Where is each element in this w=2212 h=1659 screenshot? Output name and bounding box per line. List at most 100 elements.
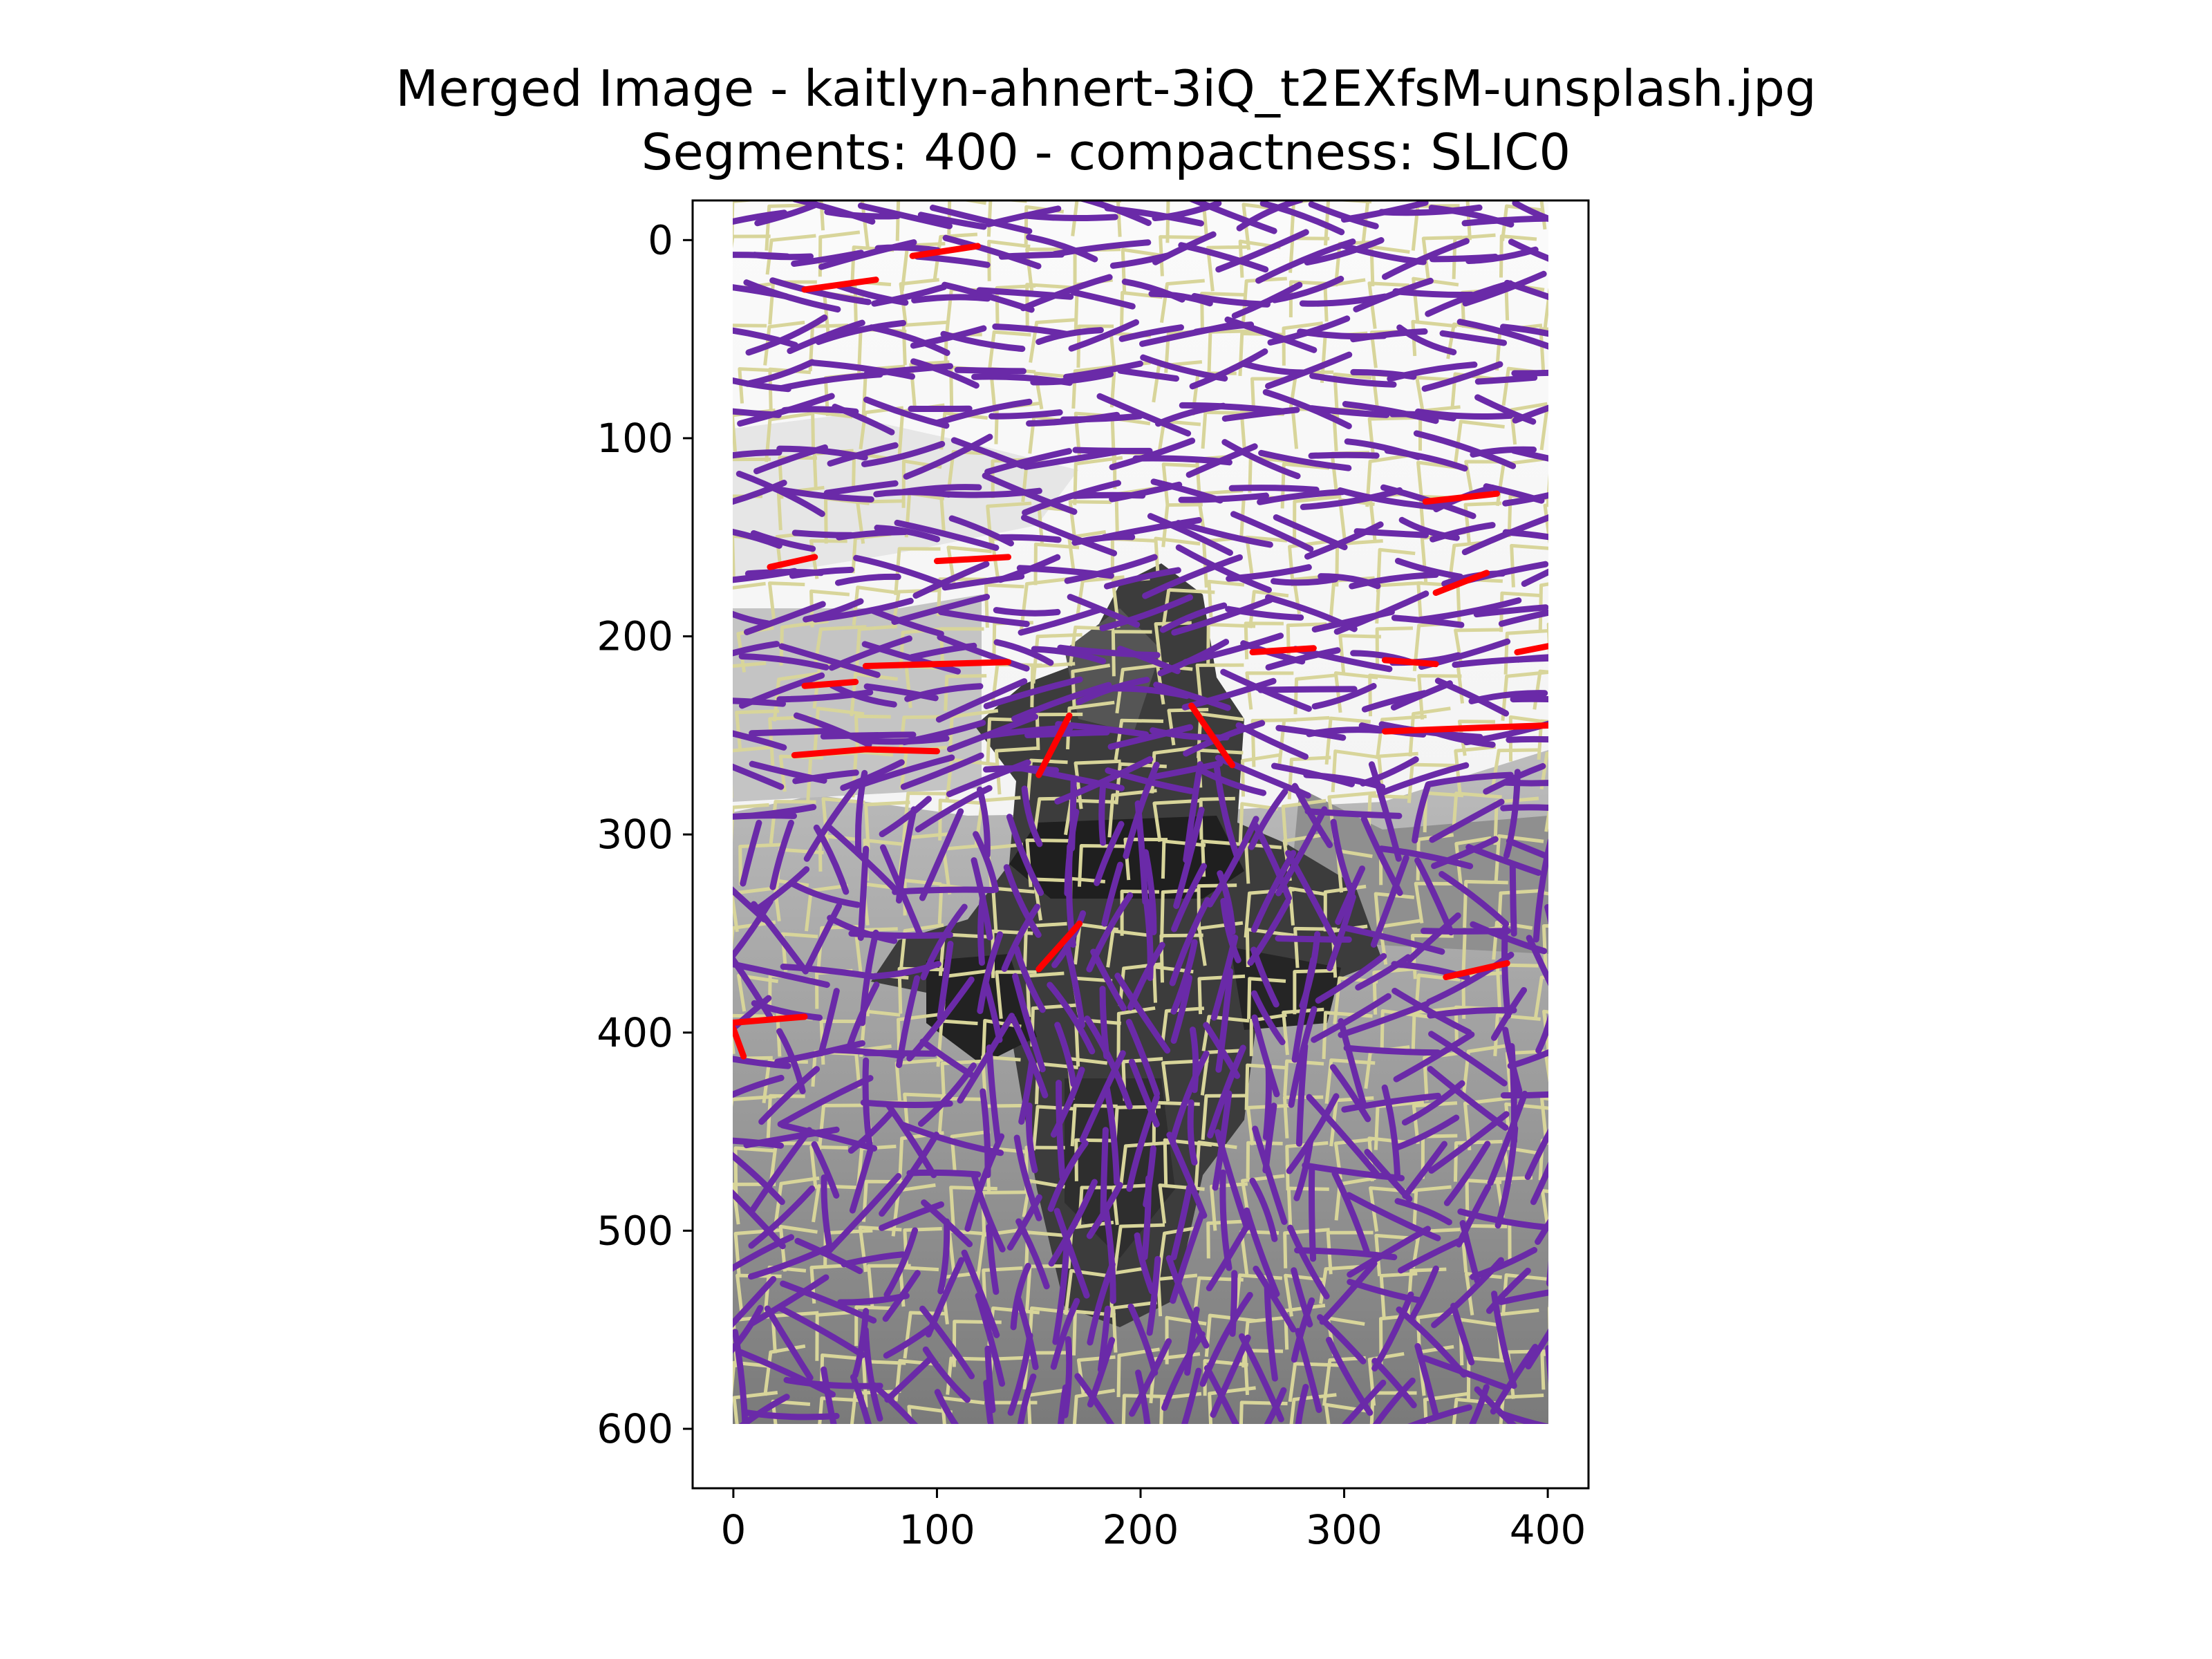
- graph-edge: [1103, 1206, 1116, 1304]
- graph-edge: [1487, 1090, 1528, 1186]
- graph-edge: [779, 1122, 878, 1152]
- graph-edge: [1141, 1174, 1152, 1261]
- graph-edge: [1103, 1084, 1121, 1186]
- graph-edge: [1187, 1099, 1198, 1166]
- graph-edge: [809, 359, 915, 380]
- segment-boundary: [766, 1094, 805, 1138]
- segment-boundary: [1201, 410, 1251, 449]
- graph-edge: [1175, 544, 1272, 593]
- segment-boundary: [1149, 1352, 1201, 1404]
- graph-edge: [1428, 1031, 1508, 1087]
- segment-boundary: [765, 234, 816, 275]
- graph-edge: [827, 442, 899, 467]
- segment-boundary: [733, 1146, 777, 1195]
- graph-edge: [1341, 1092, 1441, 1113]
- graph-edge: [868, 607, 944, 637]
- graph-edge: [1474, 394, 1537, 425]
- graph-edge: [976, 786, 991, 859]
- graph-edge: [1345, 1192, 1441, 1241]
- segment-boundary: [1543, 288, 1548, 328]
- segment-boundary: [1076, 324, 1114, 368]
- segment-boundary: [1414, 881, 1462, 924]
- segment-boundary: [1542, 1009, 1548, 1055]
- segment-boundary: [1201, 1094, 1247, 1141]
- segment-boundary: [1160, 888, 1201, 939]
- graph-edge: [1535, 1013, 1548, 1054]
- segment-boundary: [1494, 834, 1544, 882]
- segment-boundary: [938, 798, 985, 841]
- segment-boundary: [774, 1176, 820, 1226]
- segment-boundary: [733, 234, 771, 249]
- segment-boundary: [1119, 1141, 1170, 1186]
- segment-boundary: [733, 920, 776, 948]
- segment-boundary: [1277, 715, 1330, 767]
- graph-edge: [740, 819, 762, 887]
- graph-edge: [1230, 511, 1314, 552]
- graph-edge: [1311, 683, 1377, 710]
- graph-edge: [1311, 993, 1391, 1043]
- graph-edge: [1114, 973, 1171, 1054]
- graph-edge: [1147, 513, 1233, 556]
- graph-edge: [1338, 1001, 1430, 1038]
- graph-edge: [1443, 1141, 1491, 1206]
- segment-boundary: [733, 803, 769, 843]
- graph-edge: [1063, 360, 1143, 380]
- graph-edge: [1126, 1094, 1160, 1192]
- graph-edge: [862, 1327, 883, 1422]
- segment-boundary: [1463, 1096, 1512, 1151]
- graph-edge: [1262, 1062, 1272, 1141]
- graph-edge: [1511, 369, 1548, 377]
- graph-edge: [1142, 849, 1157, 936]
- graph-edge: [964, 1133, 1005, 1232]
- graph-edge: [749, 1127, 813, 1213]
- graph-edge: [1244, 1207, 1280, 1297]
- graph-edge: [1235, 722, 1309, 760]
- segment-boundary: [1288, 886, 1327, 926]
- hydrant-body: [871, 563, 1382, 1327]
- graph-edge: [977, 931, 1004, 1014]
- graph-edge: [982, 472, 1078, 515]
- highlight-edge: [767, 554, 818, 570]
- graph-edge: [884, 1355, 934, 1403]
- graph-edge: [1347, 1226, 1431, 1278]
- x-tick-label: 100: [899, 1506, 975, 1553]
- highlight-edge: [1188, 702, 1236, 769]
- segment-boundary: [1159, 235, 1208, 276]
- graph-edge: [1207, 1044, 1246, 1138]
- graph-edge: [1109, 438, 1196, 471]
- x-tick-label: 0: [720, 1506, 746, 1553]
- segment-boundary: [733, 885, 779, 932]
- graph-edge: [733, 697, 787, 707]
- graph-edge: [1393, 1031, 1475, 1082]
- graph-edge: [1187, 200, 1277, 234]
- graph-edge: [1494, 1125, 1519, 1229]
- segment-boundary: [1238, 802, 1278, 843]
- segment-boundary: [1072, 1388, 1116, 1424]
- graph-edge: [1068, 319, 1139, 352]
- graph-edge: [879, 796, 932, 838]
- segment-boundary: [733, 581, 766, 590]
- graph-edge: [745, 314, 828, 356]
- segment-boundary: [1333, 372, 1372, 420]
- graph-edge: [1170, 1184, 1193, 1261]
- graph-edge: [1182, 632, 1284, 666]
- graph-edge: [1372, 1377, 1416, 1424]
- graph-edge: [993, 639, 1054, 666]
- graph-edge: [1425, 280, 1514, 317]
- segment-boundary: [1116, 200, 1122, 237]
- graph-edge: [900, 484, 982, 496]
- graph-edge: [857, 845, 870, 941]
- graph-edge: [1084, 1015, 1133, 1110]
- segment-boundary: [1546, 622, 1548, 659]
- graph-edge: [733, 961, 830, 988]
- y-tick-label: 0: [648, 216, 673, 263]
- highlight-edge: [733, 1013, 808, 1026]
- graph-edge: [1153, 682, 1231, 711]
- graph-edge: [1249, 1177, 1278, 1242]
- graph-edge: [1018, 606, 1104, 636]
- segment-boundary: [1025, 283, 1072, 326]
- graph-edge: [1259, 200, 1345, 236]
- segment-boundary: [1421, 235, 1463, 281]
- segment-boundary: [738, 843, 784, 885]
- graph-edge: [853, 554, 948, 588]
